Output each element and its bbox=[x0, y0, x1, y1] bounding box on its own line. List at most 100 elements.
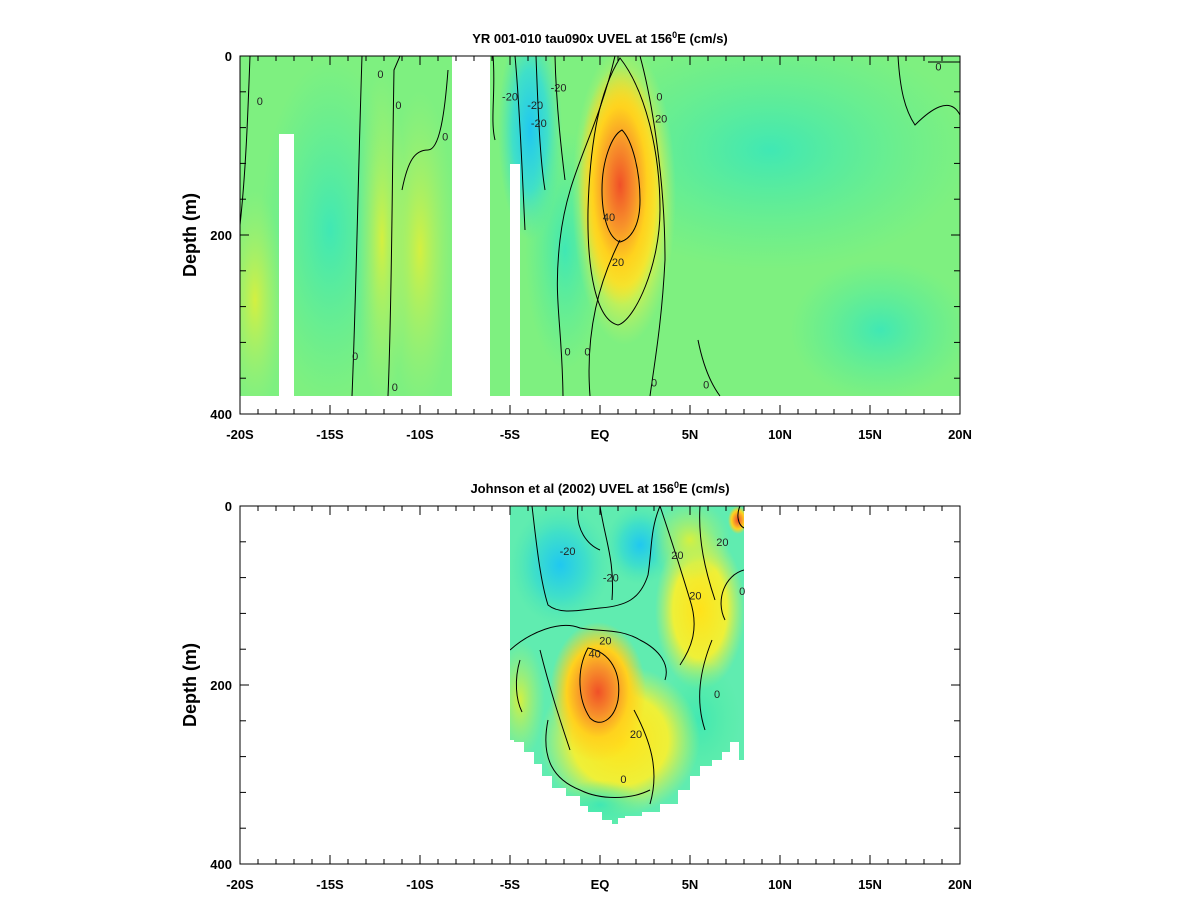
contour-lines bbox=[510, 506, 744, 805]
field-blob bbox=[510, 640, 545, 760]
contour-label: 20 bbox=[716, 537, 728, 549]
contour-label: 0 bbox=[257, 96, 263, 108]
contour-line bbox=[699, 639, 713, 731]
x-tick-label: -10S bbox=[406, 427, 434, 442]
contour-label: 0 bbox=[352, 351, 358, 363]
x-tick-label: EQ bbox=[591, 877, 610, 892]
chart-panel-model: YR 001-010 tau090x UVEL at 1560E (cm/s) bbox=[180, 30, 972, 442]
field-blob bbox=[510, 506, 610, 625]
contour-label: 40 bbox=[588, 649, 600, 661]
x-tick-label: -20S bbox=[226, 427, 254, 442]
chart-title: YR 001-010 tau090x UVEL at 1560E (cm/s) bbox=[472, 30, 728, 46]
field-blob bbox=[240, 190, 285, 410]
contour-label: -20 bbox=[603, 573, 619, 585]
contour-line bbox=[639, 56, 666, 397]
contour-line bbox=[554, 56, 566, 181]
y-tick-labels: 0 200 400 bbox=[210, 49, 232, 422]
y-tick-label: 200 bbox=[210, 228, 232, 243]
contour-line bbox=[737, 506, 744, 529]
axis-ticks bbox=[239, 55, 961, 415]
contour-line bbox=[699, 506, 716, 601]
contour-label: 20 bbox=[671, 550, 683, 562]
contour-line bbox=[659, 506, 695, 666]
field-blob bbox=[650, 506, 730, 580]
y-axis-label: Depth (m) bbox=[180, 193, 200, 277]
contour-line bbox=[539, 649, 571, 751]
contour-label: 20 bbox=[630, 729, 642, 741]
contour-line bbox=[720, 569, 744, 621]
contour-label: 0 bbox=[935, 62, 941, 74]
contour-label: 0 bbox=[703, 379, 709, 391]
contour-line bbox=[588, 239, 621, 397]
chart-title: Johnson et al (2002) UVEL at 1560E (cm/s… bbox=[470, 480, 729, 496]
x-tick-label: -15S bbox=[316, 427, 344, 442]
x-tick-labels: -20S -15S -10S -5S EQ 5N 10N 15N 20N bbox=[226, 427, 972, 442]
contour-line bbox=[579, 647, 620, 723]
contour-line bbox=[535, 56, 546, 191]
contour-label: 0 bbox=[739, 586, 745, 598]
y-tick-label: 400 bbox=[210, 407, 232, 422]
contour-label: 20 bbox=[689, 591, 701, 603]
field-blob bbox=[555, 780, 645, 824]
contour-label: 0 bbox=[565, 346, 571, 358]
field-blob bbox=[385, 90, 455, 410]
contour-line bbox=[587, 57, 661, 326]
data-gap bbox=[510, 164, 520, 396]
y-tick-label: 200 bbox=[210, 678, 232, 693]
contour-line bbox=[897, 56, 960, 126]
contour-label: -20 bbox=[531, 118, 547, 130]
contour-line bbox=[351, 56, 363, 397]
x-tick-label: 5N bbox=[682, 877, 699, 892]
contour-label: 0 bbox=[395, 100, 401, 112]
contour-line bbox=[387, 56, 401, 397]
axis-ticks bbox=[239, 505, 961, 865]
data-gap bbox=[452, 56, 490, 396]
contour-line bbox=[697, 339, 721, 397]
contour-line bbox=[531, 506, 661, 612]
contour-label: 20 bbox=[599, 635, 611, 647]
heatmap-field bbox=[510, 506, 744, 824]
contour-label: 0 bbox=[392, 382, 398, 394]
contour-line bbox=[401, 69, 449, 191]
y-tick-labels: 0 200 400 bbox=[210, 499, 232, 872]
contour-label: 0 bbox=[620, 774, 626, 786]
contour-label: 20 bbox=[655, 114, 667, 126]
x-tick-label: 10N bbox=[768, 427, 792, 442]
contour-label: 0 bbox=[651, 378, 657, 390]
y-tick-label: 0 bbox=[225, 499, 232, 514]
x-tick-label: 5N bbox=[682, 427, 699, 442]
x-tick-label: -15S bbox=[316, 877, 344, 892]
contour-line bbox=[515, 659, 523, 713]
contour-line bbox=[240, 56, 251, 226]
x-tick-label: -10S bbox=[406, 877, 434, 892]
contour-lines bbox=[240, 56, 960, 397]
contour-label: -20 bbox=[502, 91, 518, 103]
x-tick-label: 20N bbox=[948, 877, 972, 892]
contour-line bbox=[633, 709, 655, 805]
field-blob bbox=[790, 260, 960, 400]
x-tick-label: 15N bbox=[858, 877, 882, 892]
field-blob bbox=[578, 65, 662, 305]
contour-line bbox=[556, 56, 616, 397]
contour-label: -20 bbox=[527, 100, 543, 112]
x-tick-label: 20N bbox=[948, 427, 972, 442]
contour-label: 0 bbox=[714, 689, 720, 701]
data-gap bbox=[279, 134, 294, 396]
y-axis-label: Depth (m) bbox=[180, 643, 200, 727]
heatmap-field bbox=[240, 56, 960, 414]
contour-line bbox=[599, 506, 614, 601]
contour-line bbox=[601, 129, 641, 243]
contour-label: 20 bbox=[612, 257, 624, 269]
x-tick-label: 15N bbox=[858, 427, 882, 442]
contour-line bbox=[514, 56, 526, 231]
contour-line bbox=[545, 719, 651, 798]
contour-label: 0 bbox=[442, 132, 448, 144]
contour-label: -20 bbox=[560, 546, 576, 558]
x-tick-label: -20S bbox=[226, 877, 254, 892]
y-tick-label: 0 bbox=[225, 49, 232, 64]
contour-labels: -20 -20 20 40 20 20 20 20 0 0 0 bbox=[560, 537, 746, 786]
contour-label: 40 bbox=[603, 212, 615, 224]
field-blob bbox=[550, 622, 646, 762]
chart-panel-observed: Johnson et al (2002) UVEL at 1560E (cm/s… bbox=[180, 480, 972, 892]
contour-label: 0 bbox=[584, 346, 590, 358]
